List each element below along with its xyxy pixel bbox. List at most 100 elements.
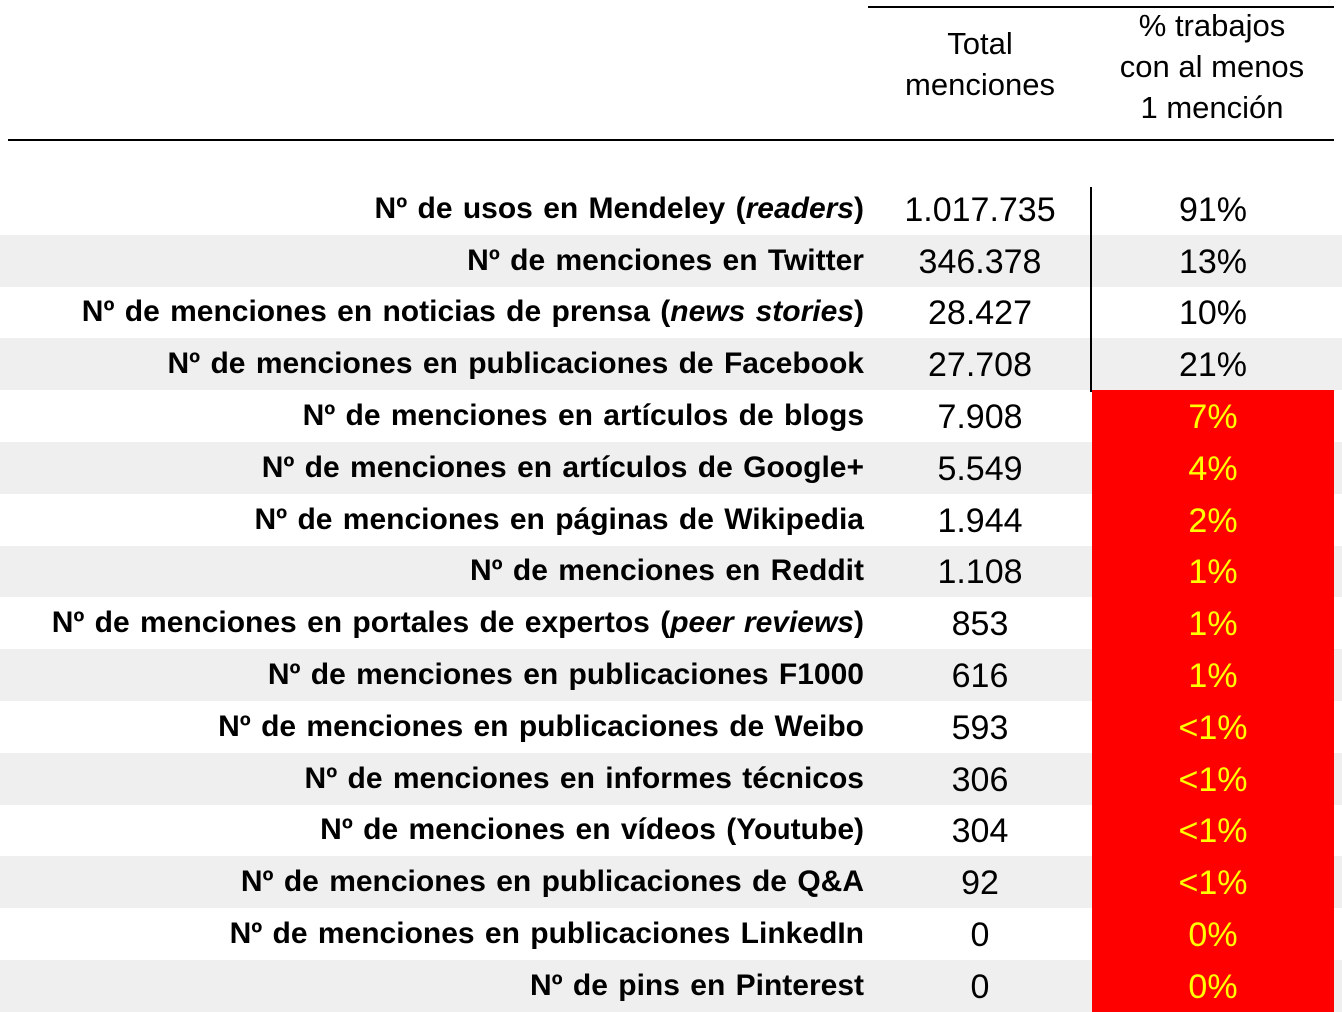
row-percent: 91%: [1092, 183, 1334, 235]
row-label-italic: news stories: [670, 295, 854, 329]
row-total: 1.017.735: [904, 190, 1056, 229]
row-total: 853: [951, 605, 1009, 644]
row-percent: 7%: [1092, 390, 1334, 442]
row-label: Nº de pins en Pinterest: [530, 960, 864, 1012]
row-label-italic: readers: [745, 191, 854, 225]
row-label: Nº de menciones en vídeos (Youtube): [320, 805, 864, 857]
row-total: 5.549: [937, 449, 1023, 488]
row-label-paren: ): [854, 606, 864, 640]
row-total: 306: [951, 760, 1009, 799]
row-label: Nº de menciones en portales de expertos …: [52, 597, 864, 649]
row-percent: <1%: [1092, 700, 1334, 753]
row-label: Nº de menciones en artículos de Google+: [262, 442, 864, 494]
row-label: Nº de menciones en publicaciones de Face…: [168, 338, 864, 390]
header-percent-line: % trabajos: [1138, 8, 1286, 43]
table-row: Nº de menciones en vídeos (Youtube) 304 <1…: [0, 804, 1342, 857]
row-total: 616: [951, 657, 1009, 696]
row-percent: <1%: [1092, 856, 1334, 909]
table-row: Nº de menciones en publicaciones de Q&A 9…: [0, 856, 1342, 909]
header-total: Total menciones: [878, 23, 1082, 105]
row-label: Nº de menciones en informes técnicos: [305, 753, 864, 805]
table-row: Nº de pins en Pinterest 0 0%: [0, 959, 1342, 1012]
row-label-text: Nº de menciones en artículos de Google+: [261, 450, 864, 484]
row-percent: 4%: [1092, 441, 1334, 494]
row-total: 593: [951, 708, 1009, 747]
row-total: 28.427: [928, 294, 1032, 333]
row-percent: 1%: [1092, 597, 1334, 650]
top-rule: [868, 6, 1334, 8]
header-percent-line: con al menos: [1119, 49, 1305, 84]
row-total: 346.378: [918, 242, 1042, 281]
row-label-text: Nº de menciones en informes técnicos: [304, 761, 864, 795]
row-label-text: Nº de menciones en publicaciones F1000: [267, 658, 864, 692]
row-label: Nº de menciones en publicaciones de Q&A: [241, 856, 864, 908]
row-label-text: Nº de menciones en noticias de prensa: [81, 295, 650, 329]
row-total: 1.944: [937, 501, 1023, 540]
row-label-paren: (: [649, 295, 671, 329]
table-row: Nº de menciones en Twitter 346.378 13%: [0, 234, 1342, 287]
header-percent-line: 1 mención: [1140, 90, 1284, 125]
row-label-text: Nº de menciones en Reddit: [469, 554, 864, 588]
row-label: Nº de menciones en artículos de blogs: [303, 390, 864, 442]
row-label-text: Nº de menciones en artículos de blogs: [302, 399, 864, 433]
row-label: Nº de menciones en publicaciones F1000: [268, 649, 864, 701]
row-label-text: Nº de menciones en publicaciones de Q&A: [240, 865, 864, 899]
table-row: Nº de menciones en artículos de blogs 7.9…: [0, 390, 1342, 442]
row-label-text: Nº de menciones en Twitter: [467, 243, 864, 277]
header-total-line: Total: [947, 26, 1013, 61]
header-rule: [8, 139, 1334, 141]
row-label: Nº de menciones en Reddit: [470, 546, 864, 598]
row-percent: 1%: [1092, 649, 1334, 701]
row-percent: <1%: [1092, 804, 1334, 857]
row-label-text: Nº de usos en Mendeley: [374, 191, 726, 225]
row-total: 27.708: [928, 346, 1032, 385]
row-percent: 13%: [1092, 234, 1334, 287]
table-row: Nº de menciones en páginas de Wikipedia 1…: [0, 493, 1342, 546]
row-percent: 0%: [1092, 959, 1334, 1012]
row-label: Nº de menciones en publicaciones de Weib…: [218, 701, 864, 753]
row-label-text: Nº de menciones en portales de expertos: [51, 606, 650, 640]
row-total: 304: [951, 812, 1009, 851]
table-row: Nº de menciones en informes técnicos 306 <…: [0, 752, 1342, 805]
row-label: Nº de menciones en páginas de Wikipedia: [254, 494, 864, 546]
row-label-paren: ): [854, 295, 864, 329]
table-row: Nº de menciones en portales de expertos …: [0, 597, 1342, 650]
row-label-text: Nº de pins en Pinterest: [529, 968, 864, 1002]
row-percent: 21%: [1092, 338, 1334, 391]
row-total: 1.108: [937, 553, 1023, 592]
row-label-text: Nº de menciones en páginas de Wikipedia: [254, 502, 864, 536]
row-total: 0: [970, 916, 990, 955]
table-row: Nº de menciones en noticias de prensa (n…: [0, 286, 1342, 339]
header-total-line: menciones: [905, 67, 1055, 102]
row-label: Nº de usos en Mendeley (readers): [375, 183, 864, 235]
table-row: Nº de menciones en publicaciones LinkedI…: [0, 908, 1342, 960]
row-percent: 10%: [1092, 286, 1334, 339]
row-label-text: Nº de menciones en vídeos (Youtube): [320, 813, 864, 847]
table-row: Nº de menciones en publicaciones de Weib…: [0, 700, 1342, 753]
row-total: 92: [961, 864, 999, 903]
row-percent: 1%: [1092, 545, 1334, 598]
row-label-paren: ): [854, 191, 864, 225]
table-row: Nº de menciones en publicaciones F1000 61…: [0, 649, 1342, 701]
row-total: 7.908: [937, 398, 1023, 437]
row-percent: <1%: [1092, 752, 1334, 805]
row-percent: 0%: [1092, 908, 1334, 960]
row-label: Nº de menciones en Twitter: [467, 235, 864, 287]
row-label: Nº de menciones en publicaciones LinkedI…: [230, 908, 864, 960]
table-row: Nº de menciones en artículos de Google+ 5…: [0, 441, 1342, 494]
header-percent: % trabajos con al menos 1 mención: [1092, 5, 1332, 128]
table-body: Nº de usos en Mendeley (readers) 1.017.73…: [0, 183, 1342, 1012]
table-row: Nº de menciones en Reddit 1.108 1%: [0, 545, 1342, 598]
row-label-paren: (: [725, 191, 746, 225]
row-label-italic: peer reviews: [670, 606, 854, 640]
table-row: Nº de usos en Mendeley (readers) 1.017.73…: [0, 183, 1342, 235]
row-label: Nº de menciones en noticias de prensa (n…: [82, 287, 864, 339]
row-total: 0: [970, 967, 990, 1006]
row-percent: 2%: [1092, 493, 1334, 546]
row-label-text: Nº de menciones en publicaciones LinkedI…: [229, 917, 864, 951]
column-divider: [1090, 187, 1092, 392]
row-label-text: Nº de menciones en publicaciones de Face…: [167, 347, 864, 381]
row-label-paren: (: [649, 606, 671, 640]
table-row: Nº de menciones en publicaciones de Face…: [0, 338, 1342, 391]
row-label-text: Nº de menciones en publicaciones de Weib…: [218, 709, 864, 743]
